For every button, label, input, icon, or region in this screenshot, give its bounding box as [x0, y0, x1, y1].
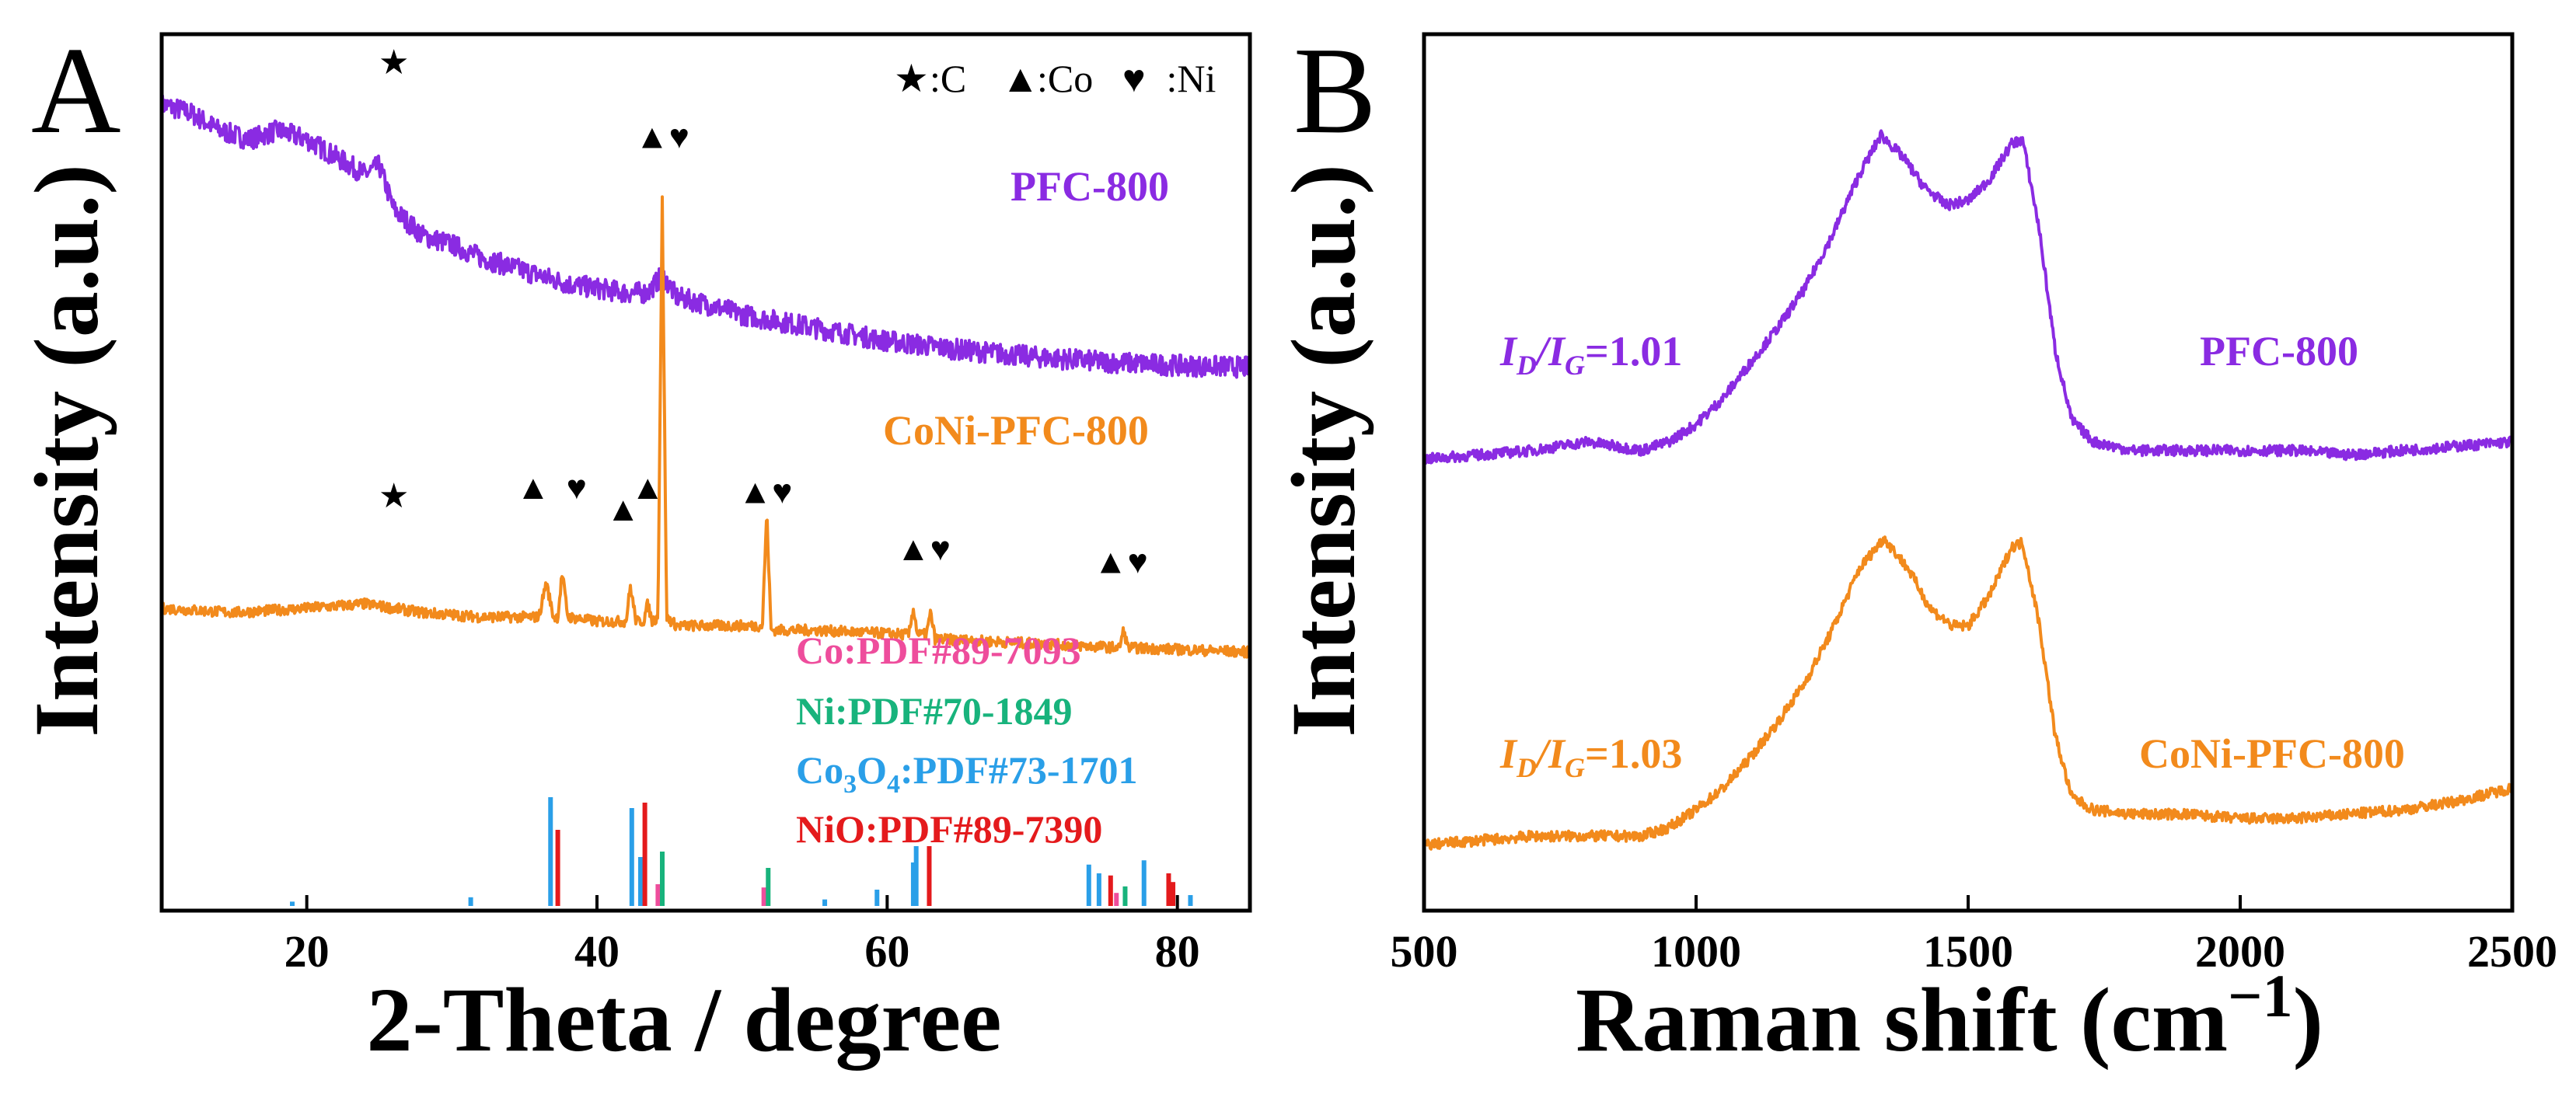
panel-a-ylabel: Intensity (a.u.) — [16, 164, 117, 737]
series-line-coni-pfc-800 — [1422, 535, 2514, 851]
panel-a-x-ticks: 20 40 60 80 — [284, 895, 1200, 977]
peak-marker: ♥ — [567, 469, 587, 507]
ratio-slash: /I — [1534, 328, 1566, 375]
legend-triangle-symbol: ▲ — [1001, 57, 1040, 100]
panel-a-series — [160, 94, 1251, 659]
ref-label-co3o4-sub3: 3 — [843, 770, 857, 799]
peak-marker: ▲ — [606, 490, 641, 528]
panel-b-ylabel: Intensity (a.u.) — [1272, 164, 1374, 737]
legend-carbon-label: :C — [930, 57, 966, 100]
peak-marker: ▲♥ — [635, 118, 689, 156]
panel-b: B Intensity (a.u.) Raman shift (cm−1) 50… — [1272, 21, 2557, 1071]
ref-label-co3o4: Co3O4:PDF#73-1701 — [796, 748, 1138, 799]
ref-label-nio: NiO:PDF#89-7390 — [796, 807, 1102, 851]
panel-b-series — [1422, 129, 2514, 851]
panel-a-reference-lines — [290, 797, 1193, 906]
ratio-sub-g: G — [1565, 350, 1585, 381]
series-label-coni-pfc-800-b: CoNi-PFC-800 — [2139, 730, 2405, 777]
panel-a-annotations: ★▲♥★ ▲ ♥▲▲ ▲♥▲♥ ▲♥ — [379, 44, 1148, 581]
ref-label-ni: Ni:PDF#70-1849 — [796, 689, 1073, 733]
x-tick-label: 80 — [1155, 926, 1200, 977]
ratio-sub-g-2: G — [1565, 752, 1585, 783]
ratio-label-coni-pfc-800: ID/IG=1.03 — [1499, 730, 1682, 783]
x-tick-label: 60 — [864, 926, 909, 977]
ref-label-co: Co:PDF#89-7093 — [796, 629, 1081, 672]
panel-a: A Intensity (a.u.) 2-Theta / degree ★▲♥★… — [16, 21, 1252, 1071]
x-tick-label: 500 — [1391, 926, 1458, 977]
peak-marker: ▲ — [516, 469, 550, 507]
peak-marker: ▲♥ — [738, 472, 793, 510]
panel-b-xlabel-sup: −1 — [2228, 962, 2292, 1030]
peak-marker: ★ — [379, 44, 409, 82]
panel-a-frame — [159, 32, 1252, 913]
panel-a-xlabel: 2-Theta / degree — [366, 969, 1001, 1071]
ratio-label-pfc-800: ID/IG=1.01 — [1499, 328, 1682, 381]
legend-cobalt-label: :Co — [1037, 57, 1093, 100]
ratio-sub-d: D — [1516, 350, 1537, 381]
legend-nickel-label: :Ni — [1157, 57, 1216, 100]
peak-marker: ▲♥ — [896, 530, 951, 568]
panel-b-xlabel-main: Raman shift (cm — [1576, 969, 2228, 1071]
series-line-pfc-800 — [1422, 129, 2514, 465]
marker-legend: ★ :C ▲ :Co ♥ :Ni — [894, 57, 1216, 100]
peak-marker: ▲♥ — [1094, 543, 1148, 581]
series-label-pfc-800-a: PFC-800 — [1011, 163, 1169, 210]
x-tick-label: 40 — [574, 926, 620, 977]
panel-b-frame — [1422, 32, 2515, 913]
ref-label-co3o4-co: Co — [796, 748, 843, 792]
x-tick-label: 2000 — [2195, 926, 2285, 977]
ref-label-co3o4-sub4: 4 — [887, 770, 900, 799]
x-tick-label: 1500 — [1923, 926, 2013, 977]
ratio-value-coni-pfc-800: =1.03 — [1585, 730, 1682, 777]
series-line-pfc-800 — [160, 94, 1251, 379]
panel-b-xlabel: Raman shift (cm−1) — [1576, 962, 2323, 1071]
series-label-pfc-800-b: PFC-800 — [2200, 328, 2358, 375]
panel-b-xlabel-tail: ) — [2293, 969, 2323, 1071]
panel-a-label: A — [31, 21, 121, 159]
ratio-i-d: I — [1499, 328, 1518, 375]
ratio-sub-d-2: D — [1516, 752, 1537, 783]
x-tick-label: 20 — [284, 926, 330, 977]
ref-label-co3o4-o: O — [857, 748, 887, 792]
peak-marker: ▲ — [631, 469, 665, 507]
panel-b-label: B — [1293, 21, 1377, 159]
ref-label-co3o4-tail: :PDF#73-1701 — [900, 748, 1138, 792]
series-label-coni-pfc-800-a: CoNi-PFC-800 — [883, 407, 1149, 454]
x-tick-label: 2500 — [2467, 926, 2557, 977]
legend-heart-symbol: ♥ — [1122, 57, 1146, 100]
ratio-slash-2: /I — [1534, 730, 1566, 777]
ratio-i-d-2: I — [1499, 730, 1518, 777]
ratio-value-pfc-800: =1.01 — [1585, 328, 1682, 375]
x-tick-label: 1000 — [1651, 926, 1741, 977]
peak-marker: ★ — [379, 477, 409, 515]
series-line-coni-pfc-800 — [160, 195, 1251, 659]
legend-star-symbol: ★ — [894, 57, 929, 100]
panel-b-x-ticks: 500 1000 1500 2000 2500 — [1391, 895, 2557, 977]
